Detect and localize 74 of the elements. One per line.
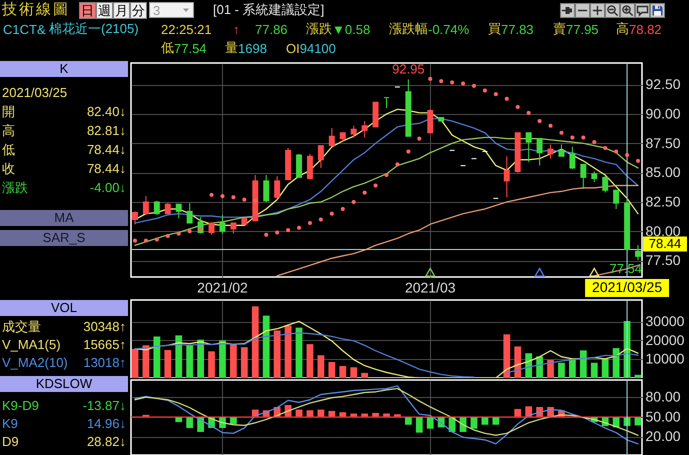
text: OI xyxy=(286,40,300,56)
category-label: 成交量 xyxy=(2,318,41,336)
text: 買 xyxy=(488,20,501,38)
text: 15665↑ xyxy=(83,337,126,352)
y-tick-label: 85.00 xyxy=(646,164,681,180)
text: 22:25:21 xyxy=(161,22,212,36)
text: 77.83 xyxy=(501,22,534,36)
category-label: V_MA1(5) xyxy=(2,336,61,354)
text: KDSLOW xyxy=(0,376,128,392)
text: 2021/03/25 xyxy=(1,84,68,102)
category-label: V_MA2(10) xyxy=(2,354,68,372)
text: 78.44↓ xyxy=(86,161,126,176)
text: 1698 xyxy=(238,40,267,56)
text: 28.82↓ xyxy=(86,434,126,449)
y-tick-label: 82.50 xyxy=(646,193,681,210)
text: 月 xyxy=(113,2,130,18)
category-label: 收 xyxy=(2,160,15,178)
text: 94100 xyxy=(300,40,336,56)
text: 77.54 xyxy=(174,40,207,56)
text: VOL xyxy=(0,300,128,316)
text: 77.86 xyxy=(255,22,288,36)
category-label: 高 xyxy=(2,122,15,140)
text: 漲跌幅 xyxy=(389,20,428,38)
text: ▼0.58 xyxy=(332,22,370,36)
x-tick-label: 2021/03 xyxy=(404,280,456,296)
category-label: 低 xyxy=(2,141,15,159)
annotation: 92.95 xyxy=(392,61,425,76)
category-label: 開 xyxy=(2,103,15,121)
text: SAR_S xyxy=(0,230,128,246)
text: 14.96↓ xyxy=(86,416,126,431)
text: 日 xyxy=(79,2,96,18)
text: MA xyxy=(0,210,128,226)
text: 82.81↓ xyxy=(86,123,126,138)
y-tick-label: 10000 xyxy=(646,350,685,367)
x-tick-label: 2021/02 xyxy=(197,280,248,296)
ref-line-label: 78.44 xyxy=(648,236,682,252)
text: 賣 xyxy=(553,20,566,38)
y-tick-label: 50.00 xyxy=(646,408,681,424)
text: 週 xyxy=(96,2,113,18)
text: K xyxy=(0,61,128,77)
text: -13.87↓ xyxy=(82,398,126,413)
text: -4.00↓ xyxy=(90,180,126,195)
text: 分 xyxy=(130,2,147,18)
y-tick-label: 87.50 xyxy=(646,134,681,151)
text: 13018↑ xyxy=(83,355,126,370)
text: 低 xyxy=(161,39,174,57)
y-tick-label: 80.00 xyxy=(646,222,681,239)
y-tick-label: 90.00 xyxy=(646,106,681,122)
category-label: 漲跌 xyxy=(2,179,28,197)
text: 78.82 xyxy=(629,22,662,36)
category-label: K9 xyxy=(2,415,18,433)
text: 77.95 xyxy=(566,22,599,36)
text: ↑ xyxy=(233,22,240,36)
text: C1CT& xyxy=(3,22,46,36)
y-tick-label: 77.50 xyxy=(646,252,681,268)
x-tick-label: 2021/03/25 xyxy=(592,279,662,295)
category-label: K9-D9 xyxy=(2,397,39,415)
text: -0.74% xyxy=(428,22,470,36)
y-tick-label: 92.50 xyxy=(646,76,681,92)
select-field: 3 xyxy=(149,2,194,18)
text: [01 - 系統建議設定] xyxy=(213,1,324,19)
text: 82.40↓ xyxy=(86,104,126,119)
y-tick-label: 20.00 xyxy=(646,428,681,444)
text: 30348↑ xyxy=(83,319,126,334)
y-tick-label: 80.00 xyxy=(646,388,681,405)
y-tick-label: 30000 xyxy=(646,313,685,330)
text: 技術線圖 xyxy=(2,1,70,19)
text: 78.44↓ xyxy=(86,142,126,157)
text: 量 xyxy=(225,39,238,57)
text: 高 xyxy=(616,20,629,38)
y-tick-label: 20000 xyxy=(646,332,685,348)
text: 漲跌 xyxy=(306,20,332,38)
text: 棉花近一(2105) xyxy=(49,20,139,38)
category-label: D9 xyxy=(2,433,19,451)
